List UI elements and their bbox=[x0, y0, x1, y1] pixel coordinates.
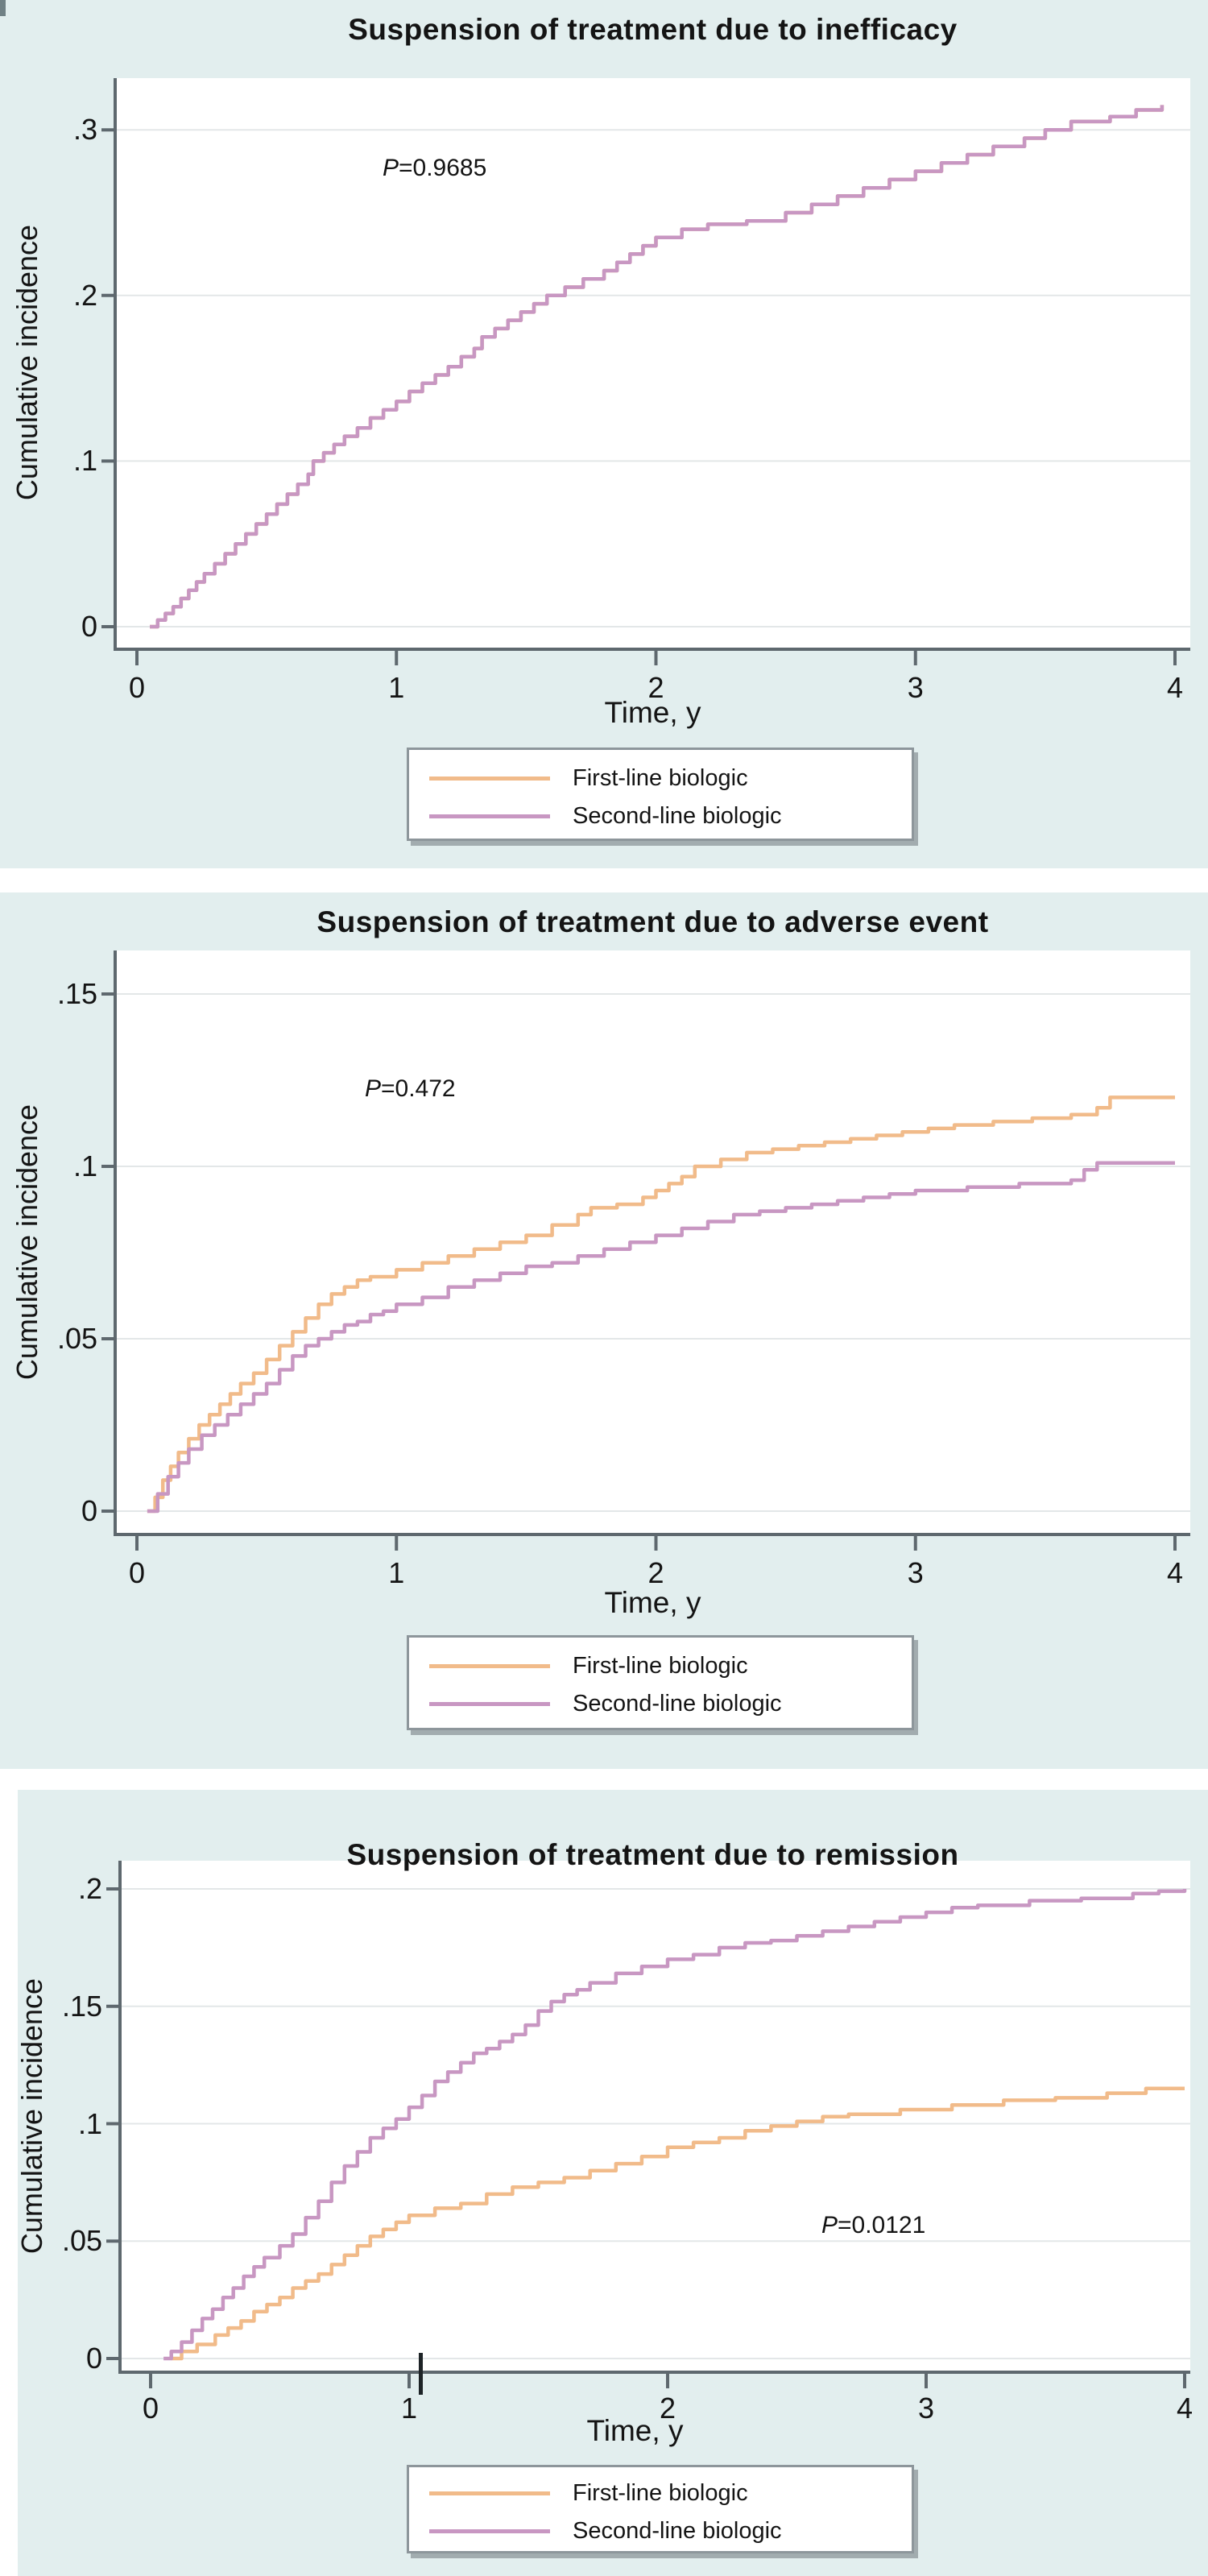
inefficacy-chart-canvas bbox=[101, 78, 1190, 665]
legend-label: First-line biologic bbox=[573, 2479, 748, 2506]
p-value: =0.9685 bbox=[399, 155, 487, 181]
legend-label: Second-line biologic bbox=[573, 2517, 782, 2544]
second-line-swatch-icon bbox=[429, 2528, 550, 2533]
legend-label: Second-line biologic bbox=[573, 802, 782, 829]
legend-label: First-line biologic bbox=[573, 764, 748, 791]
p-symbol: P bbox=[821, 2212, 838, 2238]
panel-remission: Suspension of treatment due to remission… bbox=[15, 1790, 1208, 2576]
y-axis-label: Cumulative incidence bbox=[10, 224, 43, 501]
series-second-line bbox=[150, 105, 1165, 629]
scan-artifact bbox=[0, 0, 6, 16]
legend-box: First-line biologic Second-line biologic bbox=[407, 748, 914, 841]
remission-chart-canvas bbox=[106, 1861, 1190, 2388]
legend-item-second-line: Second-line biologic bbox=[409, 2512, 912, 2549]
p-symbol: P bbox=[365, 1075, 382, 1102]
first-line-swatch-icon bbox=[429, 2491, 550, 2495]
stray-tick-artifact bbox=[419, 2353, 423, 2395]
legend-item-second-line: Second-line biologic bbox=[409, 1685, 912, 1722]
p-value-annotation: P=0.9685 bbox=[383, 155, 486, 182]
chart-title: Suspension of treatment due to inefficac… bbox=[348, 13, 958, 46]
legend-label: First-line biologic bbox=[573, 1652, 748, 1679]
x-axis-label: Time, y bbox=[586, 2414, 684, 2447]
legend-item-first-line: First-line biologic bbox=[409, 760, 912, 797]
adverse-event-chart-canvas bbox=[101, 950, 1190, 1551]
panel-inefficacy: Suspension of treatment due to inefficac… bbox=[0, 0, 1208, 868]
x-axis-label: Time, y bbox=[604, 696, 701, 729]
legend-item-first-line: First-line biologic bbox=[409, 1647, 912, 1684]
second-line-swatch-icon bbox=[429, 814, 550, 818]
x-axis-label: Time, y bbox=[604, 1586, 701, 1619]
chart-title: Suspension of treatment due to adverse e… bbox=[316, 905, 989, 938]
panel-adverse-event: Suspension of treatment due to adverse e… bbox=[0, 892, 1208, 1769]
y-axis-label: Cumulative incidence bbox=[10, 1104, 43, 1381]
p-value: =0.0121 bbox=[838, 2212, 926, 2238]
legend-box: First-line biologic Second-line biologic bbox=[407, 1635, 914, 1730]
legend-item-second-line: Second-line biologic bbox=[409, 797, 912, 835]
series-first-line bbox=[147, 1095, 1175, 1514]
p-value: =0.472 bbox=[381, 1075, 456, 1102]
legend-item-first-line: First-line biologic bbox=[409, 2475, 912, 2512]
series-second-line bbox=[163, 1889, 1187, 2361]
second-line-swatch-icon bbox=[429, 1701, 550, 1706]
y-axis-label: Cumulative incidence bbox=[15, 1978, 48, 2255]
legend-label: Second-line biologic bbox=[573, 1690, 782, 1717]
series-first-line bbox=[171, 2086, 1185, 2361]
p-symbol: P bbox=[383, 155, 399, 181]
p-value-annotation: P=0.472 bbox=[365, 1075, 456, 1103]
first-line-swatch-icon bbox=[429, 1663, 550, 1668]
p-value-annotation: P=0.0121 bbox=[821, 2212, 925, 2239]
legend-box: First-line biologic Second-line biologic bbox=[407, 2465, 914, 2553]
first-line-swatch-icon bbox=[429, 776, 550, 781]
chart-title: Suspension of treatment due to remission bbox=[346, 1838, 959, 1871]
series-second-line bbox=[147, 1161, 1175, 1514]
